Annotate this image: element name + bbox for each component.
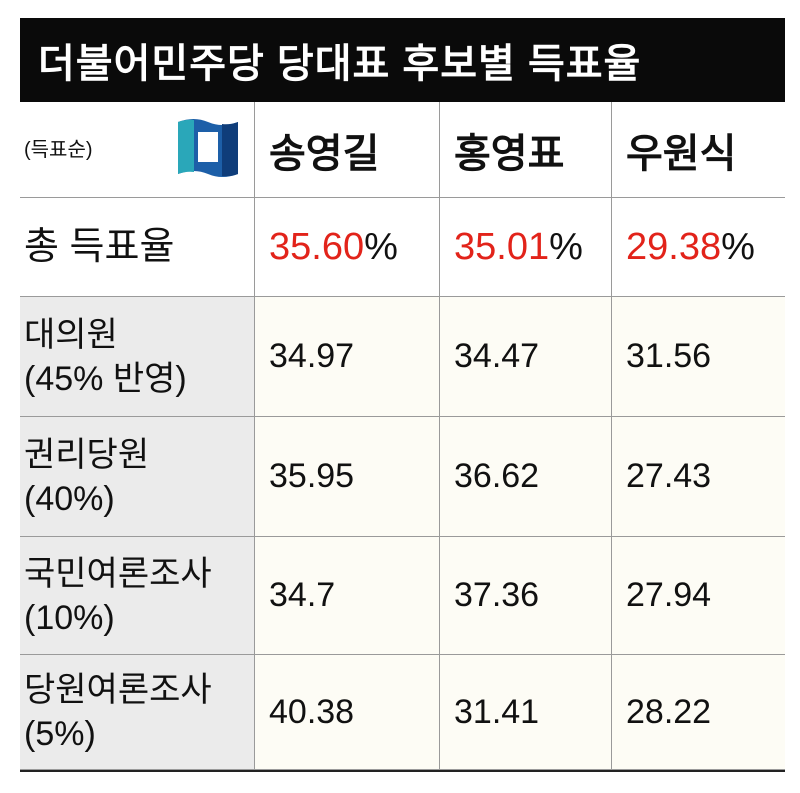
row-label-line: 권리당원 xyxy=(24,435,150,474)
header-text: 송영길 xyxy=(269,131,380,176)
value: 34.7 xyxy=(269,576,336,614)
value-cell: 34.97 xyxy=(255,297,440,417)
value-cell: 35.60% xyxy=(255,198,440,297)
value-cell: 27.94 xyxy=(612,537,785,655)
value-cell: 34.7 xyxy=(255,537,440,655)
value-cell: 31.41 xyxy=(440,655,612,770)
party-logo xyxy=(178,119,238,177)
value: 27.43 xyxy=(626,457,712,495)
row-label-line: 대의원 xyxy=(24,315,118,354)
value: 36.62 xyxy=(454,457,540,495)
value: 27.94 xyxy=(626,576,712,614)
row-label-line: 총 득표율 xyxy=(24,226,175,268)
candidate-name: 송영길 xyxy=(255,102,440,198)
header-text: 홍영표 xyxy=(454,131,565,176)
value: 35.01% xyxy=(454,225,583,268)
value-cell: 27.43 xyxy=(612,417,785,537)
value: 34.47 xyxy=(454,337,540,375)
row-label: 권리당원 (40%) xyxy=(20,417,255,537)
value-cell: 40.38 xyxy=(255,655,440,770)
row-label-line: (40%) xyxy=(24,479,115,518)
row-label-line: (10%) xyxy=(24,598,115,637)
candidate-name: 우원식 xyxy=(612,102,785,198)
header-label: (득표순) xyxy=(20,102,255,198)
value-cell: 28.22 xyxy=(612,655,785,770)
value: 31.41 xyxy=(454,692,540,731)
value-cell: 31.56 xyxy=(612,297,785,417)
row-label-line: 당원여론조사 xyxy=(24,671,212,709)
row-label: 총 득표율 xyxy=(20,198,255,297)
value: 35.60% xyxy=(269,225,398,268)
value-cell: 35.95 xyxy=(255,417,440,537)
candidate-name: 홍영표 xyxy=(440,102,612,198)
value: 31.56 xyxy=(626,337,712,375)
value-cell: 29.38% xyxy=(612,198,785,297)
row-label-line: 국민여론조사 xyxy=(24,554,212,593)
value: 37.36 xyxy=(454,576,540,614)
value-cell: 34.47 xyxy=(440,297,612,417)
value: 28.22 xyxy=(626,692,712,731)
header-text: 우원식 xyxy=(626,131,737,176)
value-cell: 37.36 xyxy=(440,537,612,655)
row-label-line: (5%) xyxy=(24,715,96,753)
row-label: 당원여론조사 (5%) xyxy=(20,655,255,770)
header-text: (득표순) xyxy=(24,138,93,161)
value: 40.38 xyxy=(269,692,355,731)
row-label: 국민여론조사 (10%) xyxy=(20,537,255,655)
value: 34.97 xyxy=(269,337,355,375)
value: 35.95 xyxy=(269,457,355,495)
row-label: 대의원 (45% 반영) xyxy=(20,297,255,417)
value: 29.38% xyxy=(626,225,755,268)
value-cell: 36.62 xyxy=(440,417,612,537)
value-cell: 35.01% xyxy=(440,198,612,297)
row-label-line: (45% 반영) xyxy=(24,359,187,398)
title: 더불어민주당 당대표 후보별 득표율 xyxy=(20,18,785,102)
